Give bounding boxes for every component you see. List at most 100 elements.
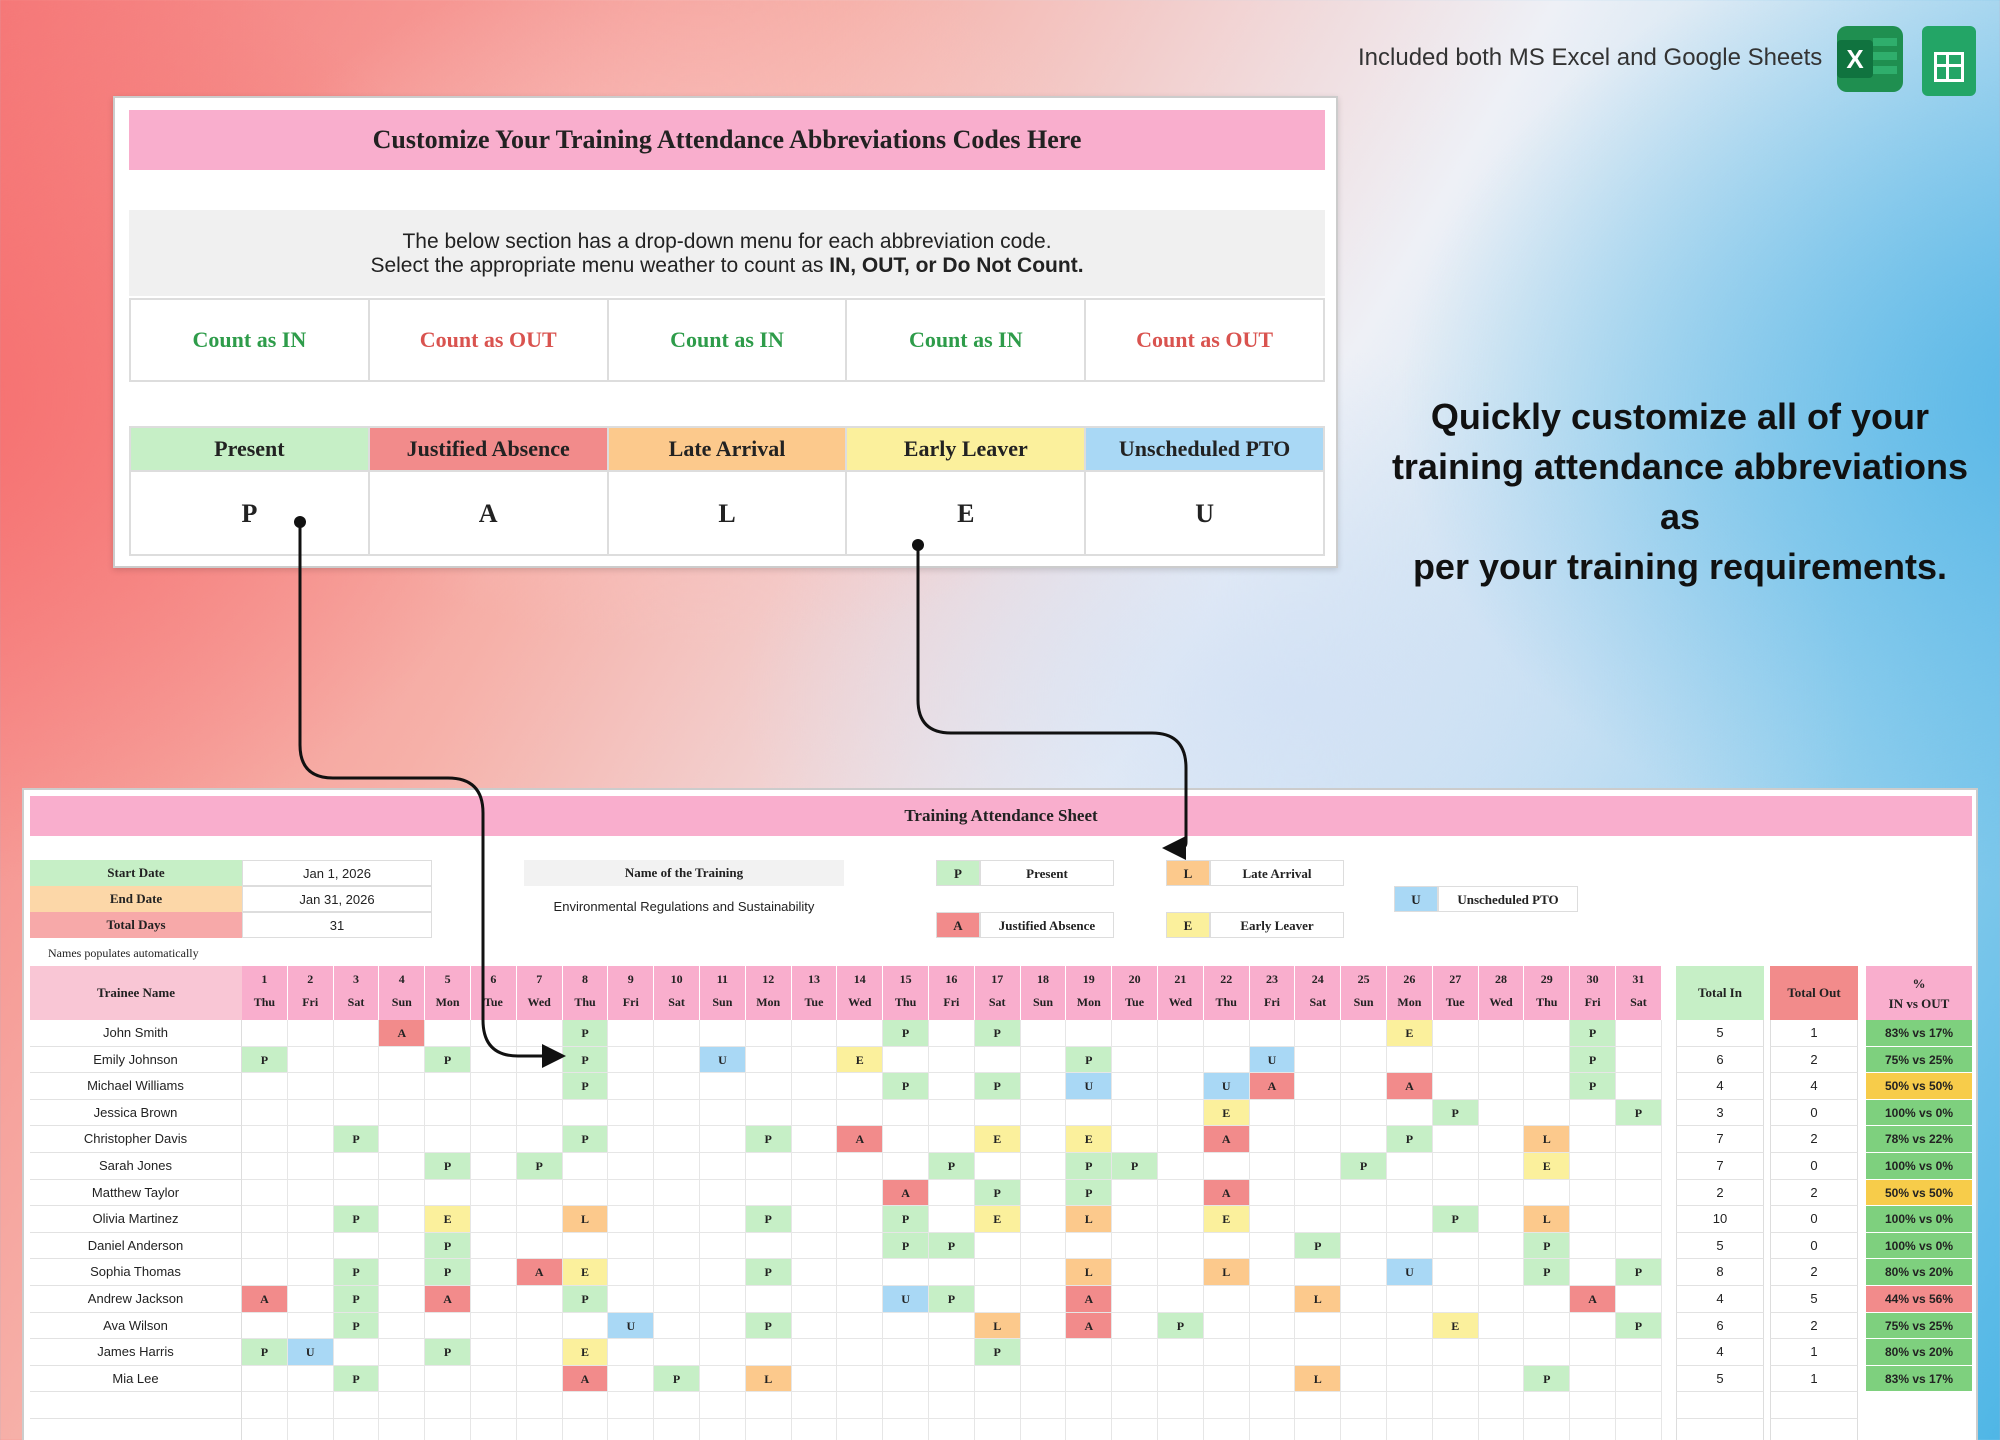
attendance-cell[interactable] bbox=[1387, 1286, 1433, 1313]
attendance-cell[interactable] bbox=[700, 1179, 746, 1207]
attendance-cell[interactable] bbox=[608, 1046, 655, 1074]
attendance-cell[interactable] bbox=[1616, 1232, 1662, 1260]
attendance-cell[interactable]: P bbox=[745, 1312, 792, 1340]
attendance-cell[interactable] bbox=[1616, 1153, 1662, 1180]
attendance-cell[interactable] bbox=[516, 1365, 563, 1393]
attendance-cell[interactable] bbox=[425, 1419, 471, 1440]
attendance-cell[interactable]: P bbox=[929, 1286, 975, 1313]
attendance-cell[interactable] bbox=[333, 1073, 380, 1100]
attendance-cell[interactable] bbox=[1020, 1153, 1067, 1180]
attendance-cell[interactable] bbox=[654, 1339, 700, 1366]
attendance-cell[interactable] bbox=[837, 1392, 884, 1419]
attendance-cell[interactable]: P bbox=[883, 1232, 929, 1260]
attendance-cell[interactable] bbox=[1249, 1153, 1296, 1180]
attendance-cell[interactable] bbox=[242, 1259, 288, 1286]
attendance-cell[interactable] bbox=[1112, 1206, 1158, 1233]
attendance-cell[interactable] bbox=[287, 1153, 334, 1180]
attendance-cell[interactable] bbox=[608, 1419, 655, 1440]
attendance-cell[interactable] bbox=[1158, 1020, 1204, 1047]
attendance-cell[interactable]: A bbox=[425, 1286, 471, 1313]
attendance-cell[interactable]: P bbox=[425, 1339, 471, 1366]
attendance-cell[interactable]: L bbox=[562, 1206, 609, 1233]
attendance-cell[interactable] bbox=[1295, 1392, 1342, 1419]
attendance-cell[interactable] bbox=[654, 1046, 700, 1074]
attendance-cell[interactable] bbox=[242, 1312, 288, 1340]
attendance-cell[interactable] bbox=[837, 1365, 884, 1393]
attendance-cell[interactable]: P bbox=[1387, 1126, 1433, 1153]
attendance-cell[interactable] bbox=[1158, 1206, 1204, 1233]
attendance-cell[interactable]: E bbox=[1066, 1126, 1113, 1153]
attendance-cell[interactable]: P bbox=[883, 1073, 929, 1100]
attendance-cell[interactable] bbox=[1478, 1206, 1525, 1233]
attendance-cell[interactable] bbox=[929, 1046, 975, 1074]
attendance-cell[interactable] bbox=[471, 1232, 517, 1260]
attendance-cell[interactable] bbox=[471, 1259, 517, 1286]
attendance-cell[interactable] bbox=[608, 1339, 655, 1366]
attendance-cell[interactable] bbox=[333, 1153, 380, 1180]
attendance-cell[interactable]: E bbox=[1203, 1206, 1250, 1233]
attendance-cell[interactable]: P bbox=[1616, 1312, 1662, 1340]
attendance-cell[interactable]: P bbox=[654, 1365, 700, 1393]
attendance-cell[interactable] bbox=[1432, 1339, 1479, 1366]
attendance-cell[interactable] bbox=[287, 1286, 334, 1313]
attendance-cell[interactable]: A bbox=[1387, 1073, 1433, 1100]
attendance-cell[interactable] bbox=[1479, 1419, 1525, 1440]
attendance-cell[interactable] bbox=[1616, 1179, 1662, 1207]
attendance-cell[interactable] bbox=[379, 1206, 426, 1233]
attendance-cell[interactable] bbox=[700, 1286, 746, 1313]
attendance-cell[interactable]: P bbox=[974, 1020, 1021, 1047]
attendance-cell[interactable] bbox=[1020, 1179, 1067, 1207]
attendance-cell[interactable] bbox=[562, 1232, 609, 1260]
attendance-cell[interactable] bbox=[1112, 1179, 1158, 1207]
attendance-cell[interactable]: P bbox=[1524, 1365, 1571, 1393]
attendance-cell[interactable] bbox=[516, 1392, 563, 1419]
attendance-cell[interactable] bbox=[745, 1339, 792, 1366]
attendance-cell[interactable]: P bbox=[333, 1206, 380, 1233]
attendance-cell[interactable] bbox=[883, 1365, 929, 1393]
attendance-cell[interactable]: L bbox=[745, 1365, 792, 1393]
attendance-cell[interactable] bbox=[1158, 1392, 1204, 1419]
attendance-cell[interactable] bbox=[1112, 1046, 1158, 1074]
attendance-cell[interactable] bbox=[242, 1073, 288, 1100]
attendance-cell[interactable] bbox=[379, 1179, 426, 1207]
attendance-cell[interactable] bbox=[287, 1365, 334, 1393]
attendance-cell[interactable] bbox=[1341, 1179, 1387, 1207]
attendance-cell[interactable] bbox=[333, 1020, 380, 1047]
attendance-cell[interactable] bbox=[654, 1312, 700, 1340]
attendance-cell[interactable] bbox=[974, 1232, 1021, 1260]
attendance-cell[interactable] bbox=[1112, 1099, 1158, 1127]
attendance-cell[interactable] bbox=[562, 1099, 609, 1127]
attendance-cell[interactable] bbox=[1112, 1073, 1158, 1100]
attendance-cell[interactable] bbox=[654, 1286, 700, 1313]
attendance-cell[interactable] bbox=[1616, 1126, 1662, 1153]
count-dropdown-3[interactable]: Count as IN bbox=[609, 300, 848, 380]
attendance-cell[interactable] bbox=[608, 1099, 655, 1127]
start-date-value[interactable]: Jan 1, 2026 bbox=[242, 860, 432, 886]
attendance-cell[interactable] bbox=[1387, 1232, 1433, 1260]
attendance-cell[interactable]: E bbox=[974, 1206, 1021, 1233]
attendance-cell[interactable] bbox=[974, 1365, 1021, 1393]
attendance-cell[interactable]: E bbox=[1432, 1312, 1479, 1340]
attendance-cell[interactable] bbox=[1478, 1232, 1525, 1260]
attendance-cell[interactable]: P bbox=[1570, 1073, 1616, 1100]
attendance-cell[interactable] bbox=[1478, 1020, 1525, 1047]
attendance-cell[interactable] bbox=[1066, 1099, 1113, 1127]
attendance-cell[interactable] bbox=[1387, 1312, 1433, 1340]
attendance-cell[interactable]: P bbox=[1570, 1020, 1616, 1047]
attendance-cell[interactable]: E bbox=[974, 1126, 1021, 1153]
attendance-cell[interactable] bbox=[1478, 1312, 1525, 1340]
attendance-cell[interactable]: P bbox=[516, 1153, 563, 1180]
attendance-cell[interactable] bbox=[608, 1020, 655, 1047]
attendance-cell[interactable] bbox=[791, 1339, 838, 1366]
attendance-cell[interactable] bbox=[1066, 1232, 1113, 1260]
attendance-cell[interactable] bbox=[242, 1179, 288, 1207]
attendance-cell[interactable] bbox=[516, 1179, 563, 1207]
attendance-cell[interactable] bbox=[242, 1365, 288, 1393]
attendance-cell[interactable] bbox=[1570, 1339, 1616, 1366]
attendance-cell[interactable] bbox=[1112, 1286, 1158, 1313]
attendance-cell[interactable] bbox=[1570, 1232, 1616, 1260]
attendance-cell[interactable] bbox=[1432, 1046, 1479, 1074]
attendance-cell[interactable] bbox=[1341, 1419, 1387, 1440]
attendance-cell[interactable] bbox=[974, 1153, 1021, 1180]
attendance-cell[interactable] bbox=[333, 1046, 380, 1074]
